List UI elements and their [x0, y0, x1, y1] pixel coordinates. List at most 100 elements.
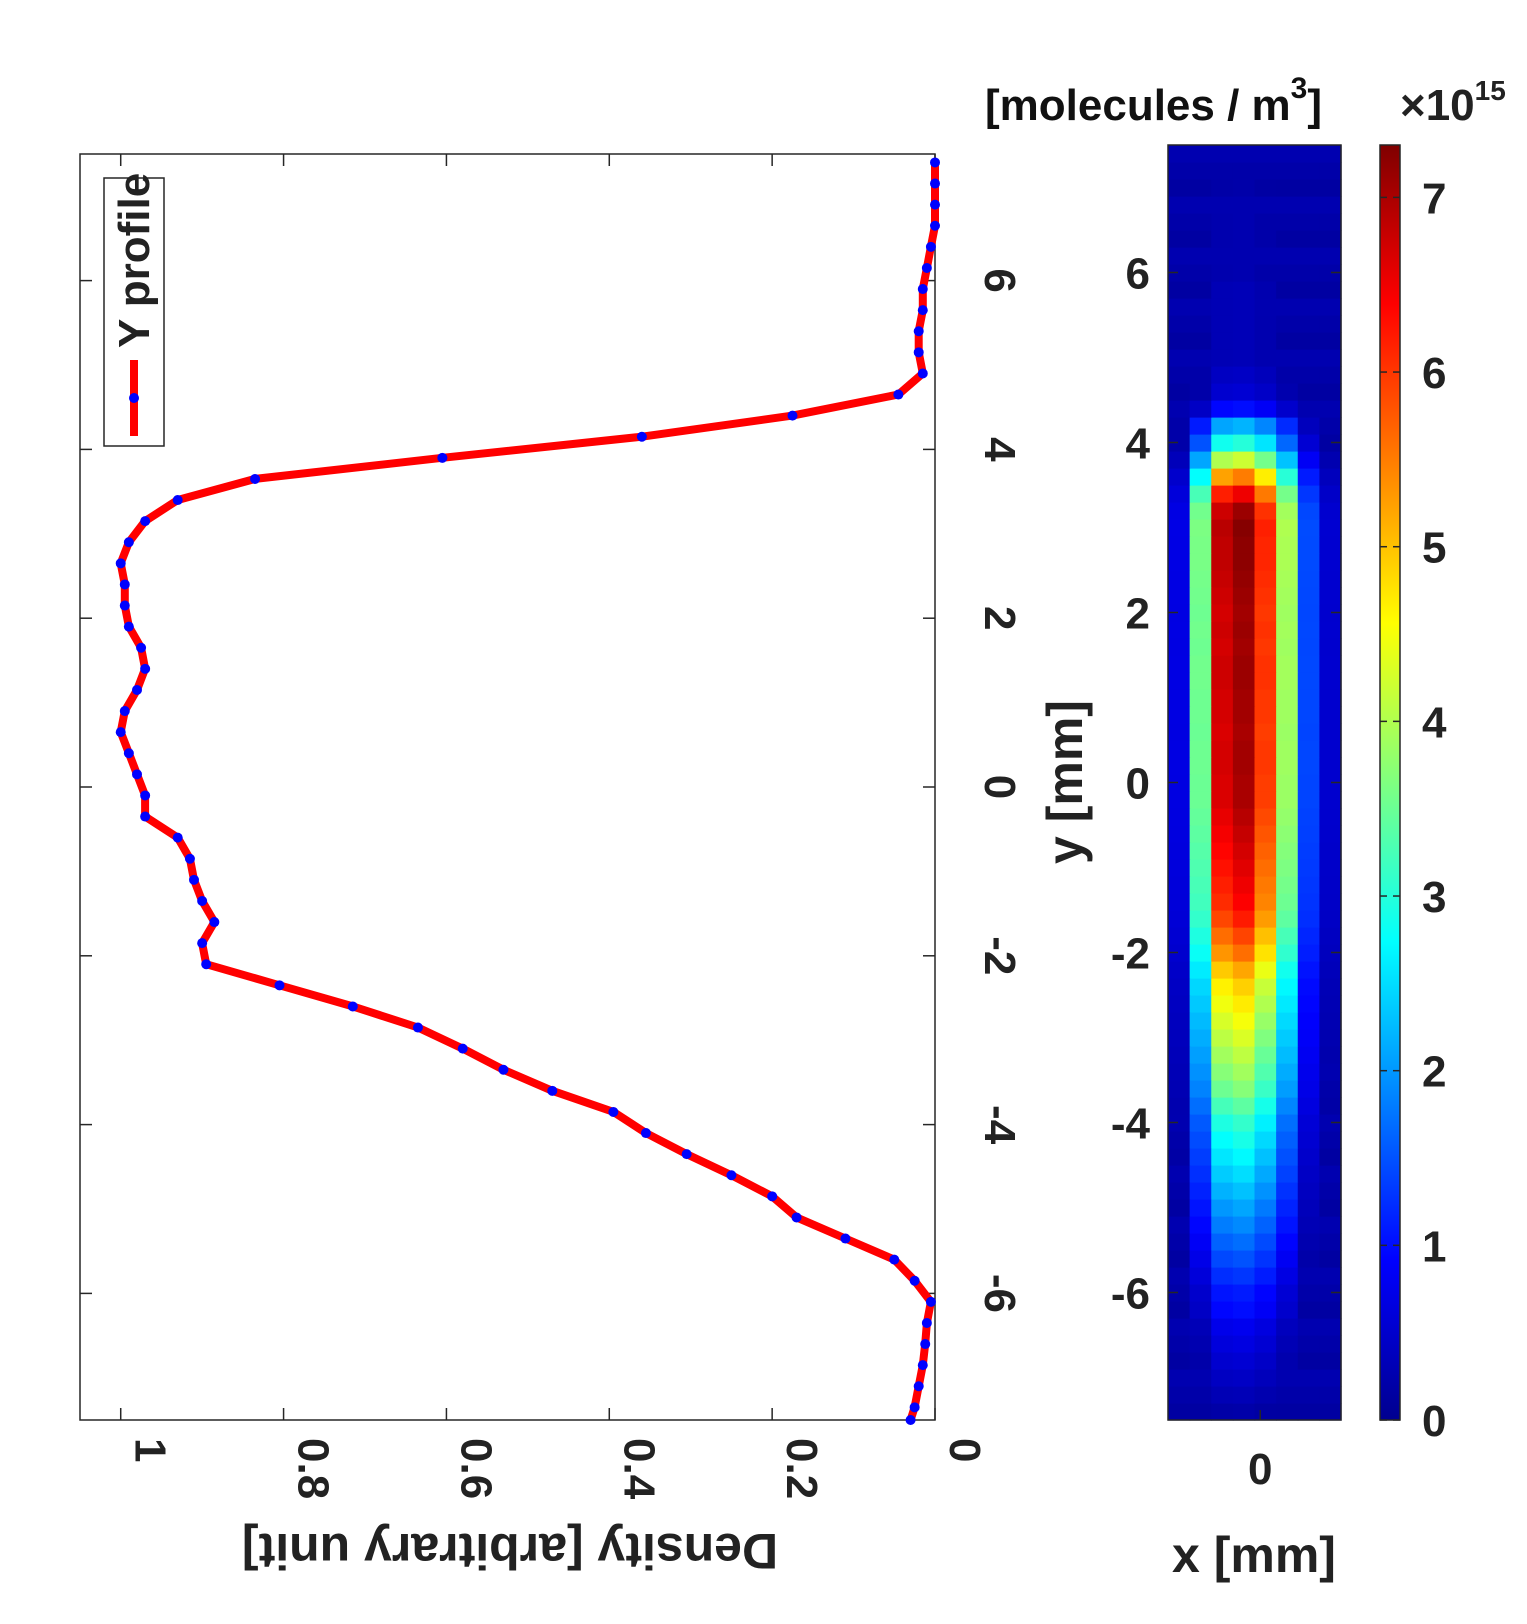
heatmap-cell	[1232, 927, 1256, 945]
heatmap-cell	[1276, 536, 1299, 554]
heatmap-cell	[1211, 927, 1234, 945]
profile-data-point	[119, 706, 130, 717]
heatmap-cell	[1189, 842, 1212, 860]
heatmap-cell	[1168, 587, 1191, 605]
x-axis-label: x [mm]	[1172, 1527, 1336, 1583]
heatmap-cell	[1297, 621, 1320, 639]
heatmap-y-tick-label: -4	[1111, 1100, 1151, 1149]
heatmap-cell	[1276, 621, 1299, 639]
heatmap-cell	[1211, 1352, 1234, 1370]
heatmap-cell	[1276, 349, 1299, 367]
heatmap-cell	[1254, 1080, 1277, 1098]
heatmap-cell	[1189, 1046, 1212, 1064]
heatmap-cell	[1276, 655, 1299, 673]
heatmap-cell	[1319, 1216, 1342, 1234]
heatmap-cell	[1189, 1284, 1212, 1302]
heatmap-cell	[1276, 1301, 1299, 1319]
heatmap-cell	[1297, 298, 1320, 316]
heatmap-cell	[1189, 1216, 1212, 1234]
heatmap-cell	[1211, 1182, 1234, 1200]
heatmap-cell	[1189, 859, 1212, 877]
heatmap-cell	[1211, 1250, 1234, 1268]
heatmap-cell	[1168, 536, 1191, 554]
profile-data-point	[184, 853, 195, 864]
heatmap-cell	[1297, 995, 1320, 1013]
heatmap-cell	[1232, 1335, 1256, 1353]
colorbar-tick-label: 0	[1422, 1397, 1446, 1446]
heatmap-cell	[1232, 162, 1256, 180]
heatmap-cell	[1211, 1012, 1234, 1030]
heatmap-cell	[1189, 519, 1212, 537]
heatmap-cell	[1297, 604, 1320, 622]
heatmap-cell	[1211, 1267, 1234, 1285]
heatmap-cell	[1232, 332, 1256, 350]
heatmap-cell	[1297, 689, 1320, 707]
heatmap-cell	[1189, 774, 1212, 792]
heatmap-cell	[1254, 264, 1277, 282]
heatmap-cell	[1319, 1250, 1342, 1268]
heatmap-cell	[1189, 604, 1212, 622]
heatmap-cell	[1189, 1148, 1212, 1166]
heatmap-cell	[1211, 1301, 1234, 1319]
heatmap-cell	[1232, 672, 1256, 690]
heatmap-cell	[1211, 791, 1234, 809]
heatmap-cell	[1232, 230, 1256, 248]
heatmap-cell	[1168, 621, 1191, 639]
profile-data-point	[930, 157, 940, 168]
heatmap-cell	[1168, 859, 1191, 877]
heatmap-cell	[1276, 1046, 1299, 1064]
heatmap-cell	[1254, 927, 1277, 945]
y-tick-label: 4	[975, 437, 1024, 462]
heatmap-cell	[1189, 1250, 1212, 1268]
heatmap-cell	[1168, 995, 1191, 1013]
profile-data-point	[917, 1360, 928, 1371]
heatmap-cell	[1189, 978, 1212, 996]
heatmap-cell	[1276, 944, 1299, 962]
heatmap-cell	[1211, 876, 1234, 894]
heatmap-cell	[1168, 485, 1191, 503]
heatmap-cell	[1211, 1063, 1234, 1081]
heatmap-cell	[1211, 179, 1234, 197]
heatmap-cell	[1254, 791, 1277, 809]
heatmap-cell	[1232, 383, 1256, 401]
heatmap-cell	[1297, 196, 1320, 214]
colorbar-tick-label: 1	[1422, 1222, 1446, 1271]
profile-data-point	[115, 727, 126, 738]
heatmap-cell	[1232, 961, 1256, 979]
heatmap-cell	[1254, 1165, 1277, 1183]
heatmap-cell	[1276, 1080, 1299, 1098]
heatmap-cell	[1168, 349, 1191, 367]
heatmap-cell	[1211, 1114, 1234, 1132]
profile-data-point	[909, 1402, 920, 1413]
heatmap-cell	[1297, 1386, 1320, 1404]
heatmap-cell	[1168, 706, 1191, 724]
heatmap-cell	[1254, 1063, 1277, 1081]
heatmap-cell	[1319, 689, 1342, 707]
heatmap-cell	[1297, 213, 1320, 231]
heatmap-cell	[1232, 859, 1256, 877]
heatmap-cell	[1276, 315, 1299, 333]
heatmap-cell	[1211, 1233, 1234, 1251]
heatmap-cell	[1168, 893, 1191, 911]
heatmap-cell	[1168, 842, 1191, 860]
heatmap-cell	[1211, 536, 1234, 554]
heatmap-cell	[1211, 1216, 1234, 1234]
profile-data-point	[498, 1064, 509, 1075]
heatmap-y-tick-label: 2	[1126, 590, 1150, 639]
profile-data-point	[136, 642, 147, 653]
heatmap-cell	[1297, 1131, 1320, 1149]
profile-data-point	[457, 1043, 468, 1054]
heatmap-cell	[1254, 485, 1277, 503]
heatmap-cell	[1276, 1386, 1299, 1404]
heatmap-cell	[1211, 519, 1234, 537]
heatmap-cell	[1211, 570, 1234, 588]
heatmap-cell	[1211, 1165, 1234, 1183]
heatmap-cell	[1254, 978, 1277, 996]
heatmap-cell	[1276, 1403, 1299, 1421]
heatmap-cell	[1232, 706, 1256, 724]
heatmap-cell	[1168, 196, 1191, 214]
heatmap-cell	[1297, 1165, 1320, 1183]
heatmap-cell	[1168, 638, 1191, 656]
heatmap-cell	[1254, 400, 1277, 418]
